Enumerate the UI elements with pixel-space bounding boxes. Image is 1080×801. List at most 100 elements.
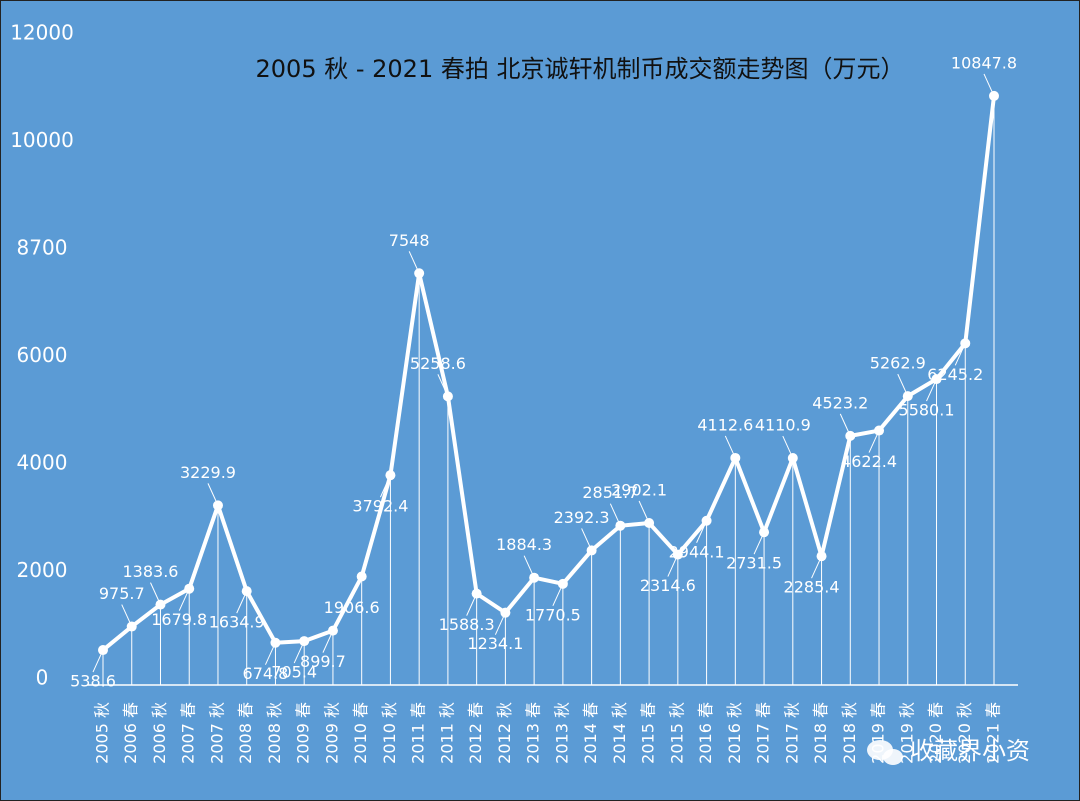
leader-line: [926, 378, 937, 402]
leader-line: [811, 555, 823, 579]
data-label: 3229.9: [180, 463, 236, 482]
x-tick-label: 2014 春: [581, 702, 600, 764]
y-tick-label: 6000: [17, 343, 68, 367]
x-tick-label: 2018 秋: [840, 702, 859, 764]
y-tick-label: 12000: [10, 21, 74, 45]
x-tick-label: 2016 春: [696, 702, 715, 764]
x-tick-label: 2015 春: [639, 702, 658, 764]
leader-line: [351, 576, 363, 599]
leader-line: [178, 588, 190, 611]
leader-line: [897, 373, 909, 397]
data-label: 5262.9: [870, 354, 926, 373]
leader-line: [121, 604, 133, 627]
leader-line: [264, 642, 276, 665]
leader-line: [552, 583, 564, 607]
x-tick-label: 2015 秋: [667, 702, 686, 764]
data-label: 6245.2: [927, 365, 983, 384]
data-label: 1770.5: [525, 605, 581, 624]
data-label: 1588.3: [439, 615, 495, 634]
x-tick-label: 2010 春: [351, 702, 370, 764]
data-label: 1679.8: [151, 610, 207, 629]
leader-line: [753, 531, 765, 555]
leader-line: [638, 500, 650, 524]
x-tick-label: 2014 秋: [610, 702, 629, 764]
data-label: 1634.9: [209, 613, 265, 632]
y-tick-label: 4000: [17, 451, 68, 475]
x-tick-label: 2009 秋: [322, 702, 341, 764]
data-label: 1383.6: [122, 562, 178, 581]
x-tick-label: 2021 春: [984, 702, 1003, 764]
data-label: 4523.2: [812, 393, 868, 412]
leader-line: [581, 528, 593, 551]
data-label: 705.4: [271, 663, 317, 682]
leader-line: [379, 474, 391, 498]
data-label: 674.8: [243, 664, 289, 683]
x-tick-label: 2017 春: [754, 702, 773, 764]
leader-line: [207, 483, 219, 506]
data-label: 2285.4: [784, 578, 840, 597]
data-label: 1884.3: [496, 535, 552, 554]
x-tick-label: 2017 秋: [782, 702, 801, 764]
leader-line: [523, 555, 535, 578]
data-label: 2902.1: [611, 481, 667, 500]
x-tick-label: 2020 春: [926, 702, 945, 764]
data-label: 10847.8: [951, 53, 1017, 72]
data-label: 2851.7: [582, 483, 638, 502]
y-tick-label: 10000: [10, 128, 74, 152]
y-tick-label: 2000: [17, 558, 68, 582]
data-label: 2731.5: [726, 554, 782, 573]
x-tick-label: 2009 春: [294, 702, 313, 764]
data-label: 975.7: [99, 584, 145, 603]
leader-line: [92, 649, 104, 673]
leader-line: [868, 430, 880, 453]
y-tick-label: 8700: [17, 236, 68, 260]
watermark: 收藏界小资: [910, 737, 1030, 765]
x-tick-label: 2018 春: [811, 702, 830, 764]
data-label: 1906.6: [324, 598, 380, 617]
data-label: 5580.1: [899, 401, 955, 420]
x-tick-label: 2007 春: [179, 702, 198, 764]
x-tick-label: 2010 秋: [380, 702, 399, 764]
data-label: 4110.9: [755, 416, 811, 435]
leader-line: [839, 413, 851, 437]
leader-line: [696, 520, 708, 543]
data-label: 899.7: [300, 652, 346, 671]
x-tick-label: 2011 春: [409, 702, 428, 764]
leader-line: [667, 554, 679, 577]
data-label: 2944.1: [669, 542, 725, 561]
data-label: 4112.6: [697, 415, 753, 434]
x-tick-label: 2012 秋: [495, 702, 514, 764]
x-tick-label: 2013 春: [524, 702, 543, 764]
x-tick-label: 2007 秋: [207, 702, 226, 764]
x-tick-label: 2008 秋: [265, 702, 284, 764]
leader-line: [494, 612, 506, 635]
watermark-icon: [867, 740, 903, 765]
x-tick-label: 2011 秋: [437, 702, 456, 764]
leader-line: [408, 251, 420, 274]
chart-title: 2005 秋 - 2021 春拍 北京诚轩机制币成交额走势图（万元）: [256, 55, 905, 83]
leader-line: [466, 593, 478, 616]
x-tick-label: 2008 春: [236, 702, 255, 764]
data-label: 2392.3: [554, 508, 610, 527]
leader-line: [322, 630, 334, 653]
x-tick-label: 2013 秋: [552, 702, 571, 764]
x-tick-label: 2019 秋: [897, 702, 916, 764]
data-label: 4622.4: [841, 452, 897, 471]
data-label: 7548: [389, 231, 430, 250]
data-label: 3792.4: [352, 497, 408, 516]
data-label: 1234.1: [467, 634, 523, 653]
leader-line: [954, 343, 966, 366]
leader-line: [236, 590, 248, 614]
x-tick-label: 2006 春: [121, 702, 140, 764]
data-label: 538.6: [70, 672, 116, 691]
line: [101, 95, 996, 652]
leader-line: [437, 374, 449, 397]
x-tick-label: 2005 秋: [93, 702, 112, 764]
data-label: 2314.6: [640, 576, 696, 595]
leader-line: [724, 435, 736, 459]
x-tick-label: 2020 秋: [955, 702, 974, 764]
leader-line: [150, 582, 161, 605]
leader-line: [983, 73, 995, 97]
x-tick-label: 2006 秋: [150, 702, 169, 764]
